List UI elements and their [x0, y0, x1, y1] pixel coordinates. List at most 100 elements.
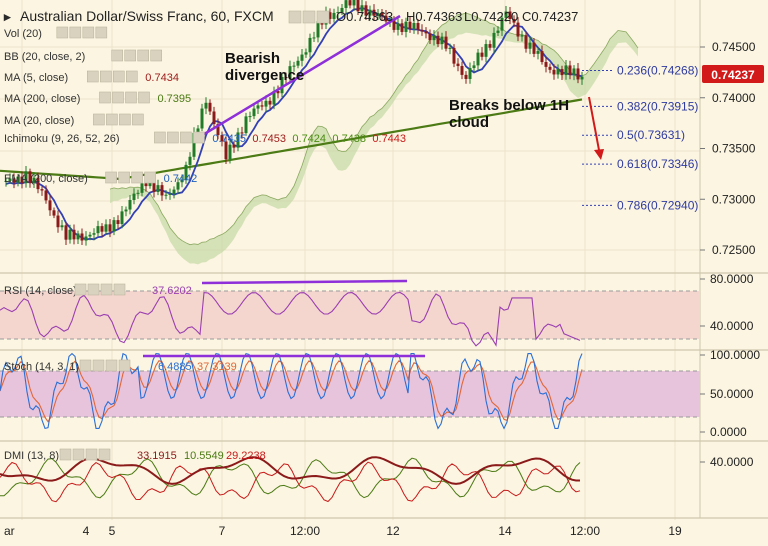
indicator-value: 0.7442	[164, 173, 198, 185]
candle-body	[44, 190, 48, 201]
sub-tick-label: 0.0000	[710, 425, 747, 439]
header-buttons[interactable]	[288, 10, 330, 24]
candle-body	[204, 102, 208, 109]
candle-body	[492, 32, 496, 48]
annotation-bearish-line2: divergence	[225, 67, 304, 84]
rsi-settings-button[interactable]	[87, 283, 100, 296]
dmi-close-button[interactable]	[98, 448, 111, 461]
price-axis-panel[interactable]	[700, 0, 768, 541]
candle-body	[88, 234, 92, 237]
indicator-button[interactable]	[154, 131, 166, 144]
candle-body	[372, 9, 376, 16]
ohlc-high: H0.74363	[406, 9, 462, 24]
indicator-button[interactable]	[95, 26, 108, 39]
candle-body	[128, 200, 132, 210]
cloud-span-a	[109, 12, 639, 246]
candle-body	[36, 177, 40, 190]
ohlc-open: O0.74363	[336, 9, 393, 24]
candle-body	[408, 21, 412, 29]
indicator-button[interactable]	[137, 49, 149, 62]
indicator-label: MA (200, close)	[4, 93, 80, 105]
candle-body	[488, 44, 492, 48]
price-axis[interactable]: 0.74500 0.74000 0.73500 0.73000 0.72500	[700, 40, 756, 257]
indicator-button[interactable]	[106, 113, 118, 126]
candle-body	[208, 102, 212, 112]
indicator-button[interactable]	[113, 70, 125, 83]
stoch-eye-button[interactable]	[79, 359, 92, 372]
dmi-settings-button[interactable]	[72, 448, 85, 461]
indicator-button[interactable]	[167, 131, 179, 144]
indicator-button[interactable]	[69, 26, 82, 39]
indicator-button[interactable]	[180, 131, 192, 144]
candle-body	[544, 62, 548, 67]
rsi-eye-button[interactable]	[74, 283, 87, 296]
sub-pane-axis[interactable]: 80.0000 40.0000 100.0000 50.0000 0.0000 40.00…	[700, 272, 760, 469]
candle-body	[188, 156, 192, 165]
stoch-close-button[interactable]	[118, 359, 131, 372]
indicator-button[interactable]	[100, 70, 112, 83]
current-price-tag: 0.74237	[702, 65, 764, 83]
rsi-add-button[interactable]	[100, 283, 113, 296]
candle-body	[108, 224, 112, 232]
candle-body	[112, 220, 116, 232]
indicator-button[interactable]	[105, 171, 117, 184]
candle-body	[304, 52, 308, 55]
indicator-button[interactable]	[82, 26, 95, 39]
indicator-button[interactable]	[119, 113, 131, 126]
dmi-minus-line	[0, 461, 581, 503]
time-axis[interactable]: ar 4 5 7 12:00 12 14 12:00 19	[4, 524, 682, 538]
stoch-add-button[interactable]	[105, 359, 118, 372]
indicator-button[interactable]	[126, 70, 138, 83]
candle-body	[96, 226, 100, 234]
candle-body	[4, 180, 8, 182]
indicator-button[interactable]	[118, 171, 130, 184]
sub-tick-label: 40.0000	[710, 319, 754, 333]
stoch-label: Stoch (14, 3, 1)	[4, 361, 79, 373]
indicator-button[interactable]	[112, 91, 124, 104]
candle-body	[296, 60, 300, 66]
dmi-eye-button[interactable]	[59, 448, 72, 461]
candle-body	[344, 0, 348, 8]
indicator-legend: Vol (20) BB (20, close, 2) MA (5, close) 0.…	[4, 26, 406, 185]
candle-body	[432, 35, 436, 41]
divergence-line-price	[195, 14, 401, 141]
indicator-button[interactable]	[150, 49, 162, 62]
indicator-button[interactable]	[87, 70, 99, 83]
candle-body	[540, 51, 544, 63]
stoch-settings-button[interactable]	[92, 359, 105, 372]
sub-tick-label: 50.0000	[710, 387, 754, 401]
candle-body	[524, 35, 528, 49]
rsi-close-button[interactable]	[113, 283, 126, 296]
candle-body	[236, 132, 240, 148]
candle-body	[564, 65, 568, 76]
indicator-button[interactable]	[131, 171, 143, 184]
indicator-button[interactable]	[193, 131, 205, 144]
header-settings-button[interactable]	[302, 10, 316, 24]
header-close-button[interactable]	[316, 10, 330, 24]
dmi-add-button[interactable]	[85, 448, 98, 461]
candle-body	[516, 22, 520, 37]
indicator-button[interactable]	[138, 91, 150, 104]
indicator-button[interactable]	[125, 91, 137, 104]
indicator-button[interactable]	[93, 113, 105, 126]
candle-body	[384, 15, 388, 22]
indicator-button[interactable]	[144, 171, 156, 184]
rsi-label: RSI (14, close)	[4, 285, 77, 297]
candle-body	[424, 31, 428, 34]
candle-body	[152, 180, 156, 192]
ichimoku-cloud	[109, 12, 639, 265]
stoch-d-line	[0, 360, 583, 423]
annotation-breaks-line2: cloud	[449, 114, 489, 131]
stoch-legend: Stoch (14, 3, 1) 6.4885 37.3139	[4, 359, 237, 373]
candle-body	[184, 164, 188, 181]
indicator-button[interactable]	[124, 49, 136, 62]
candle-body	[52, 210, 56, 216]
candle-body	[480, 52, 484, 57]
indicator-button[interactable]	[111, 49, 123, 62]
header-eye-button[interactable]	[288, 10, 302, 24]
indicator-button[interactable]	[132, 113, 144, 126]
indicator-button[interactable]	[56, 26, 69, 39]
indicator-button[interactable]	[99, 91, 111, 104]
